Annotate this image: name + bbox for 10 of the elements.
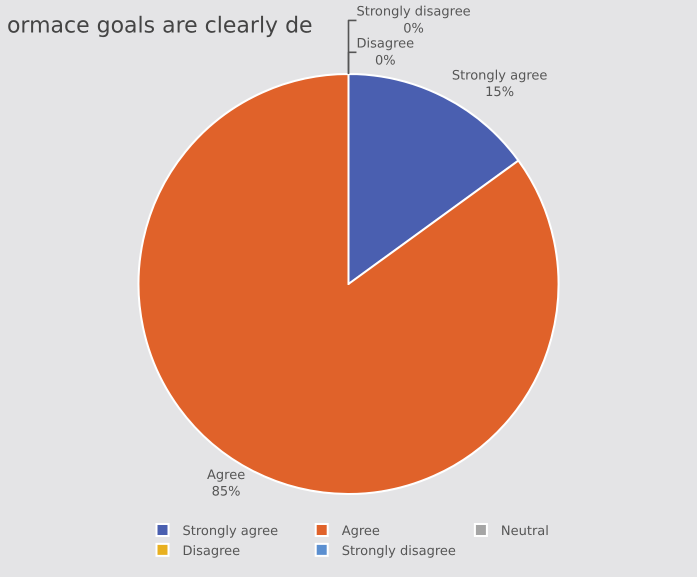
legend-label: Agree [342, 524, 380, 540]
legend-label: Strongly agree [182, 524, 278, 540]
data-label: Strongly agree 15% [452, 68, 548, 100]
text: Disagree 0% [356, 36, 414, 68]
legend-label: Neutral [500, 524, 549, 540]
legend-label: Strongly disagree [342, 544, 456, 559]
data-label: Agree 85% [206, 468, 246, 500]
legend-label: Disagree [182, 544, 240, 559]
text: Strongly disagree 0% [356, 4, 471, 36]
chart-title: ormace goals are clearly de [6, 14, 313, 39]
